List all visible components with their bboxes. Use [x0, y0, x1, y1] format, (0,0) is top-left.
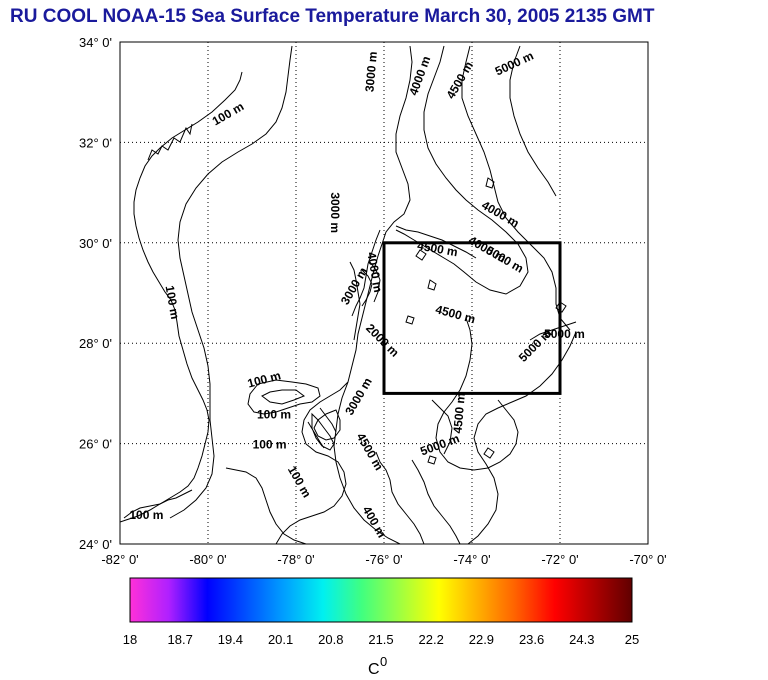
contour-label: 100 m	[162, 284, 182, 320]
contour-label: 4500 m	[450, 392, 467, 434]
colorbar-tick-label: 22.2	[419, 632, 444, 647]
colorbar-tick-label: 24.3	[569, 632, 594, 647]
bahamas-bank	[275, 381, 349, 544]
blake-escarpment	[351, 229, 381, 317]
contour-5000m-east	[529, 321, 577, 341]
colorbar-tick-label: 20.1	[268, 632, 293, 647]
colorbar-unit: C	[368, 661, 380, 678]
contour-label: 100 m	[257, 408, 291, 422]
seamount-2	[427, 279, 437, 291]
colorbar-ticks: 18 18.7 19.4 20.1 20.8 21.5 22.2 22.9 23.6 24.3 25	[123, 632, 639, 647]
seamount-6	[555, 301, 567, 313]
x-tick-label: -80° 0'	[189, 552, 226, 567]
colorbar-tick-label: 25	[625, 632, 639, 647]
colorbar-tick-label: 23.6	[519, 632, 544, 647]
contour-100m-south	[225, 467, 307, 544]
abaco-edge	[349, 261, 361, 341]
colorbar-tick-label: 18	[123, 632, 137, 647]
colorbar-tick-label: 22.9	[469, 632, 494, 647]
bahamas-bank-inner	[313, 409, 341, 441]
contour-label: 4500 m	[416, 238, 459, 259]
highlight-box	[382, 241, 562, 395]
x-axis-ticks: -82° 0' -80° 0' -78° 0' -76° 0' -74° 0' -72° …	[101, 552, 666, 567]
seamount-5	[427, 455, 437, 465]
x-tick-label: -70° 0'	[629, 552, 666, 567]
grand-bahama-dense	[307, 407, 337, 451]
colorbar-tick-label: 20.8	[318, 632, 343, 647]
x-tick-label: -74° 0'	[453, 552, 490, 567]
x-tick-label: -78° 0'	[277, 552, 314, 567]
x-tick-label: -82° 0'	[101, 552, 138, 567]
contour-south-4	[431, 399, 453, 455]
contour-label: 100 m	[129, 508, 163, 522]
y-axis-ticks: 34° 0' 32° 0' 30° 0' 28° 0' 26° 0' 24° 0'	[79, 35, 112, 552]
y-tick-label: 32° 0'	[79, 135, 112, 150]
y-tick-label: 28° 0'	[79, 336, 112, 351]
blake-detail	[361, 261, 381, 307]
contour-3000m	[333, 45, 413, 544]
y-tick-label: 30° 0'	[79, 236, 112, 251]
seamount-3	[405, 315, 415, 325]
contour-label: 5000 m	[544, 327, 585, 341]
y-tick-label: 24° 0'	[79, 537, 112, 552]
contour-5000m-south	[467, 331, 577, 544]
colorbar-tick-label: 18.7	[168, 632, 193, 647]
contour-100m-east	[169, 45, 293, 519]
contour-label: 3000 m	[328, 192, 342, 233]
y-tick-label: 26° 0'	[79, 437, 112, 452]
contour-4500m	[461, 45, 571, 331]
map-title: RU COOL NOAA-15 Sea Surface Temperature …	[10, 6, 655, 27]
contour-5000m	[509, 45, 557, 197]
x-tick-label: -76° 0'	[365, 552, 402, 567]
contour-label: 3000 m	[362, 51, 379, 93]
colorbar-unit-superscript: 0	[380, 654, 387, 669]
contours	[120, 45, 577, 544]
colorbar	[129, 577, 633, 623]
x-tick-label: -72° 0'	[541, 552, 578, 567]
colorbar-tick-label: 21.5	[368, 632, 393, 647]
contour-south-2	[375, 451, 425, 544]
contour-label: 100 m	[253, 438, 287, 452]
contour-wiggle-1	[395, 225, 477, 259]
coast-detail	[147, 123, 193, 161]
seamount-4	[483, 447, 495, 459]
little-bahama-inner	[261, 389, 306, 405]
y-tick-label: 34° 0'	[79, 35, 112, 50]
seamount-7	[415, 249, 427, 261]
contour-4500m-south	[435, 317, 519, 471]
florida-keys	[123, 489, 193, 519]
seamount-1	[485, 177, 495, 189]
colorbar-tick-label: 19.4	[218, 632, 243, 647]
little-bahama-bank	[247, 379, 321, 415]
contour-label: 4000 m	[364, 251, 385, 294]
coastline	[120, 71, 243, 523]
contour-south-3	[411, 459, 461, 544]
